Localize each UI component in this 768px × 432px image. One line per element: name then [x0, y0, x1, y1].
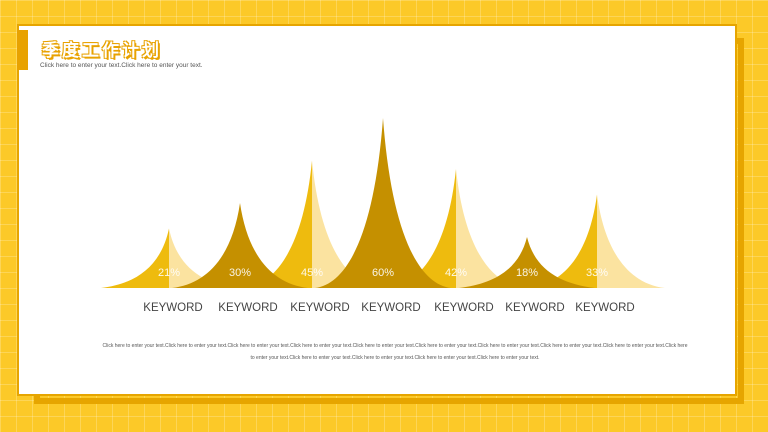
peak-left-7	[529, 194, 597, 288]
page-subtitle: Click here to enter your text.Click here…	[40, 62, 203, 69]
data-label-5: 42%	[445, 267, 467, 279]
category-label-3: KEYWORD	[290, 302, 349, 314]
peak-right-4	[383, 118, 451, 288]
category-label-7: KEYWORD	[575, 302, 634, 314]
peak-left-6	[459, 237, 527, 288]
data-label-6: 18%	[516, 267, 538, 279]
data-label-4: 60%	[372, 267, 394, 279]
peak-left-2	[172, 203, 240, 288]
title-accent-bar	[17, 30, 28, 70]
peak-left-3	[244, 160, 312, 288]
data-label-7: 33%	[586, 267, 608, 279]
peak-right-6	[527, 237, 595, 288]
peak-right-5	[456, 169, 524, 288]
category-label-2: KEYWORD	[218, 302, 277, 314]
peak-left-5	[388, 169, 456, 288]
data-label-3: 45%	[301, 267, 323, 279]
category-label-1: KEYWORD	[143, 302, 202, 314]
peak-right-7	[597, 194, 665, 288]
data-label-1: 21%	[158, 267, 180, 279]
page-title: 季度工作计划	[42, 41, 162, 61]
peak-left-4	[315, 118, 383, 288]
content-card	[17, 24, 737, 396]
category-label-4: KEYWORD	[361, 302, 420, 314]
footnote-text: Click here to enter your text.Click here…	[102, 343, 688, 361]
category-label-6: KEYWORD	[505, 302, 564, 314]
peak-right-2	[240, 203, 308, 288]
peak-left-1	[101, 228, 169, 288]
peak-right-1	[169, 228, 237, 288]
peak-right-3	[312, 160, 380, 288]
data-label-2: 30%	[229, 267, 251, 279]
category-label-5: KEYWORD	[434, 302, 493, 314]
